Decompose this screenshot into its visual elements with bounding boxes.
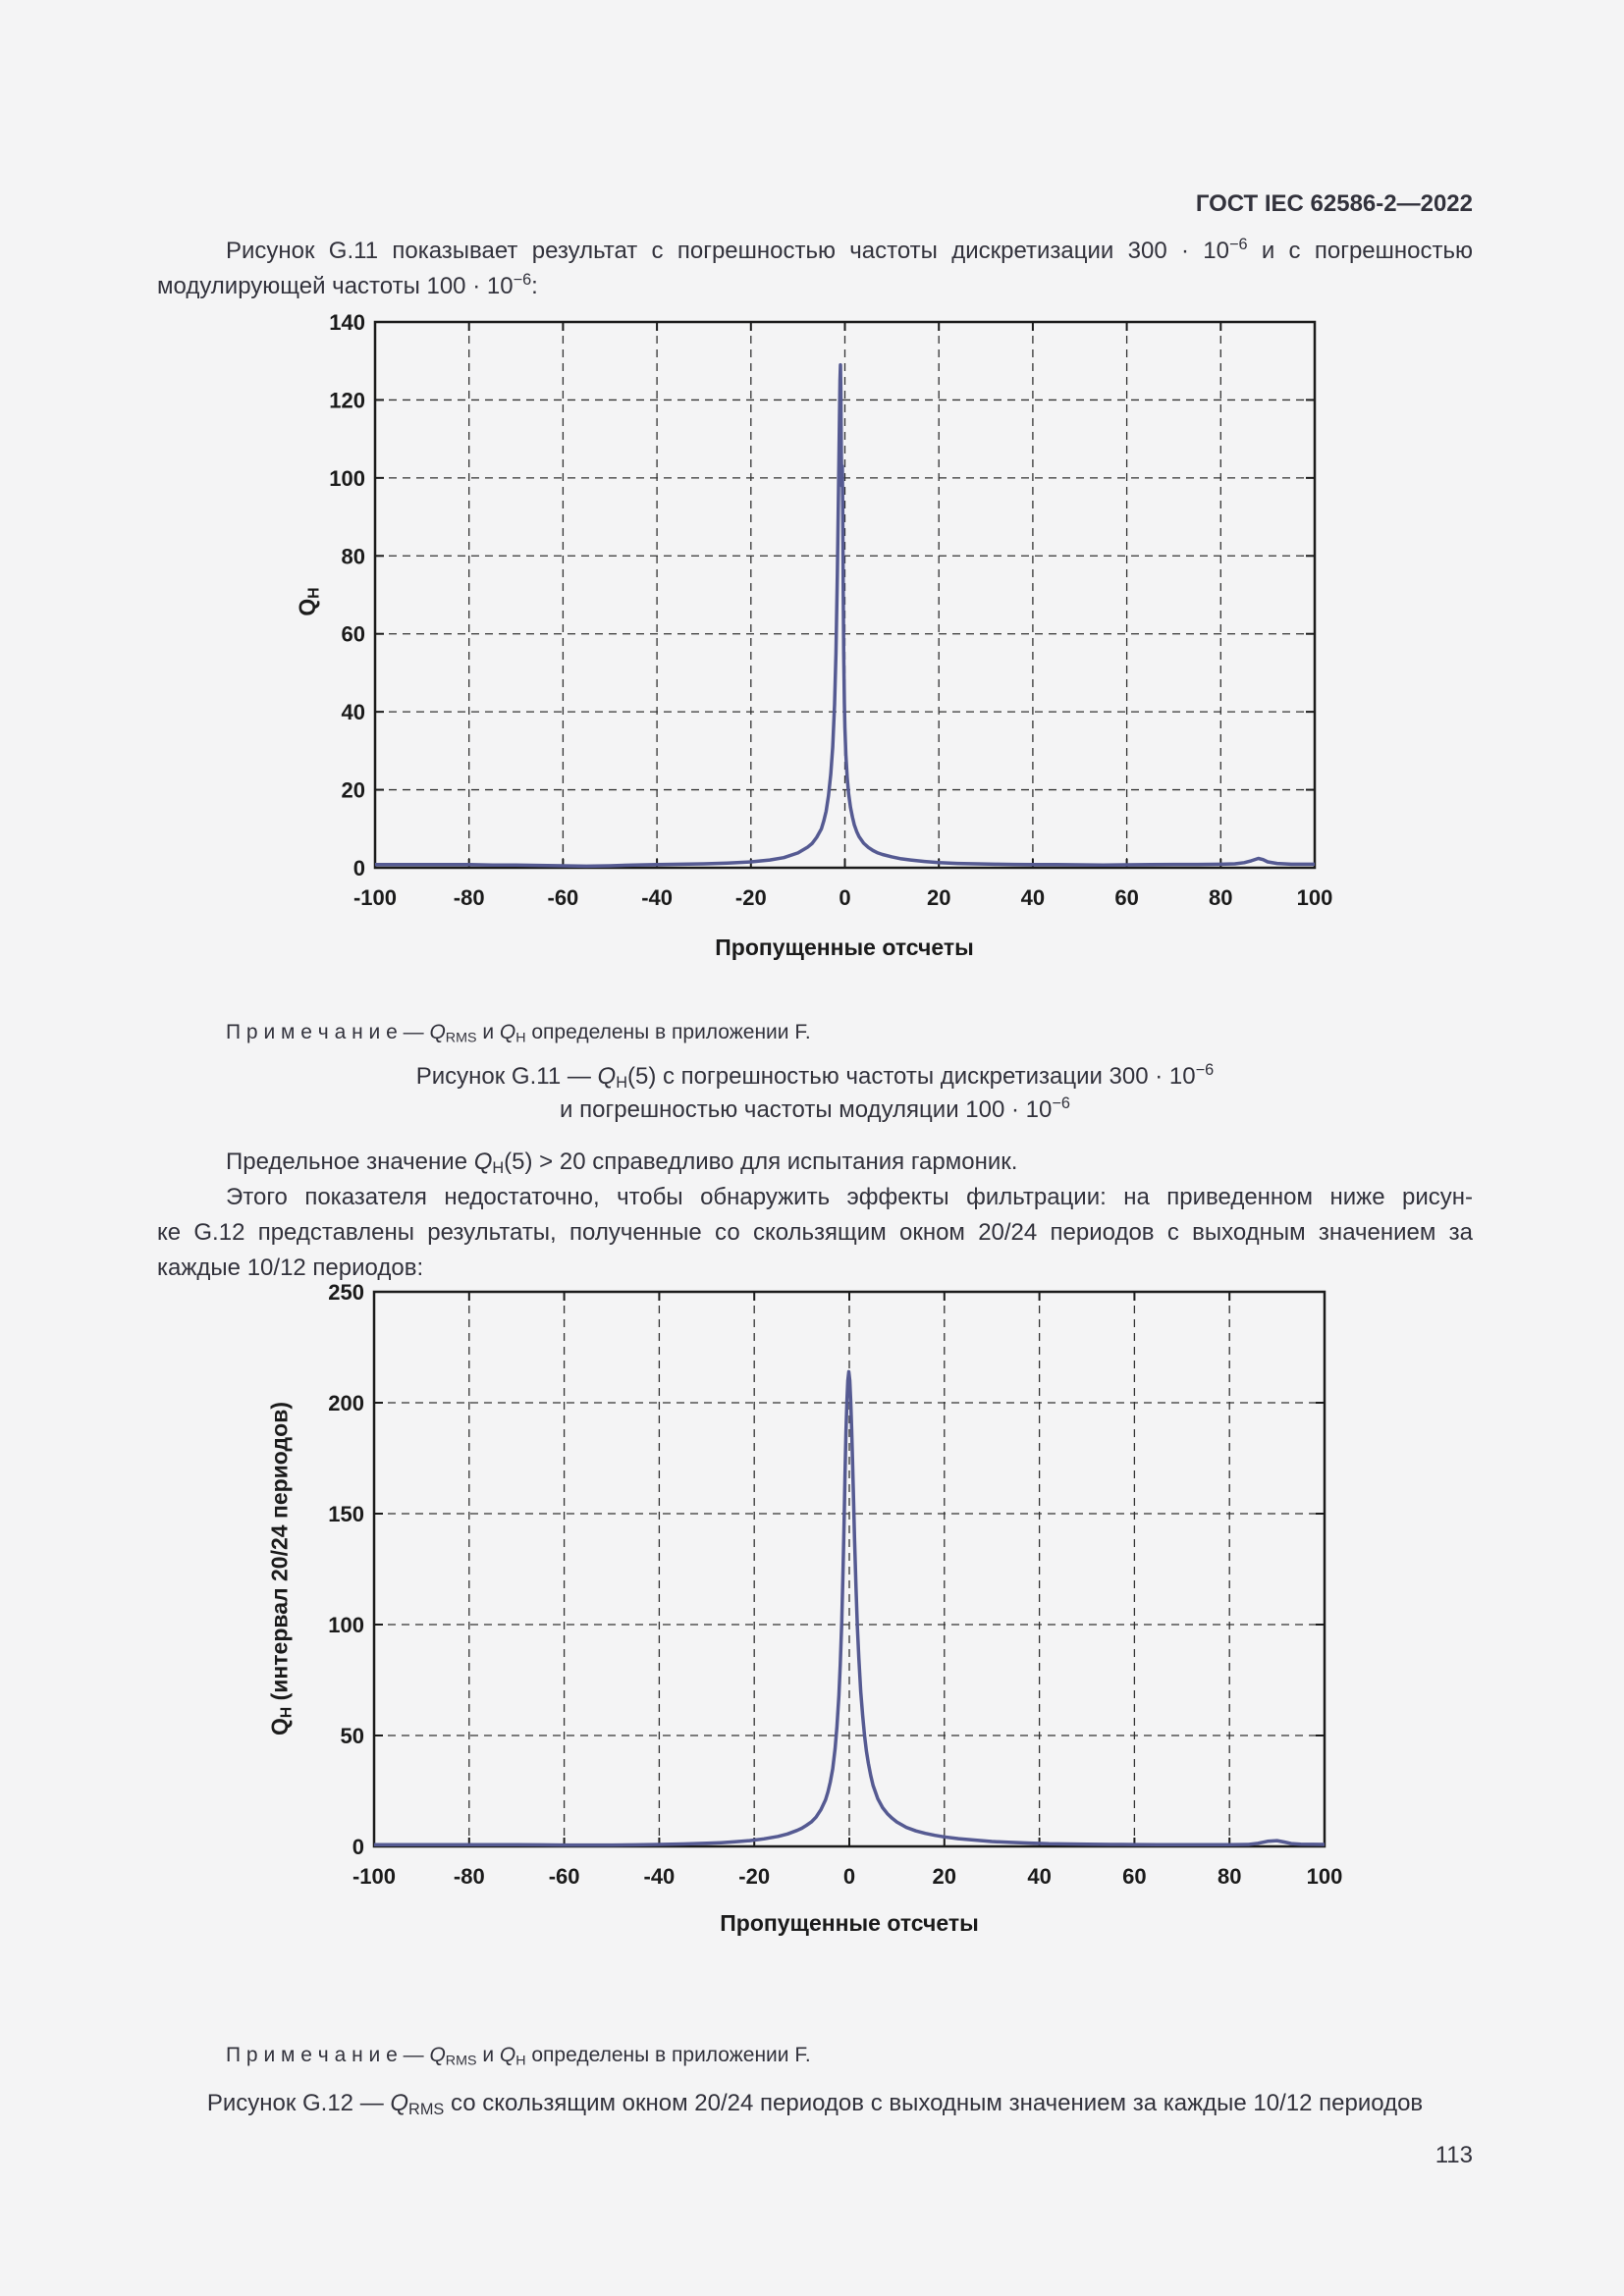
caption-figure-g11: Рисунок G.11 — QH(5) с погрешностью част… xyxy=(157,1060,1473,1127)
svg-text:150: 150 xyxy=(328,1502,364,1526)
caption-figure-g12: Рисунок G.12 — QRMS со скользящим окном … xyxy=(206,2090,1424,2119)
paragraph-limit: Предельное значение QH(5) > 20 справедли… xyxy=(226,1148,1018,1178)
svg-text:100: 100 xyxy=(329,466,365,491)
figure-g11-y-axis-label: QH xyxy=(294,587,323,616)
svg-text:20: 20 xyxy=(342,778,365,803)
svg-text:-40: -40 xyxy=(641,885,673,910)
svg-text:-100: -100 xyxy=(352,1864,396,1889)
svg-text:120: 120 xyxy=(329,388,365,412)
svg-text:60: 60 xyxy=(1114,885,1138,910)
svg-text:-80: -80 xyxy=(454,1864,485,1889)
svg-text:60: 60 xyxy=(1122,1864,1146,1889)
svg-text:40: 40 xyxy=(1021,885,1045,910)
caption-figure-g11-line2: и погрешностью частоты модуляции 100 · 1… xyxy=(560,1095,1070,1123)
paragraph-filtering-line3: каждые 10/12 периодов: xyxy=(157,1255,424,1281)
svg-text:80: 80 xyxy=(342,544,365,568)
svg-text:-20: -20 xyxy=(738,1864,770,1889)
svg-text:20: 20 xyxy=(933,1864,956,1889)
svg-text:0: 0 xyxy=(353,856,365,881)
svg-text:0: 0 xyxy=(352,1835,364,1859)
svg-text:-20: -20 xyxy=(735,885,767,910)
svg-text:80: 80 xyxy=(1209,885,1232,910)
figure-g12-x-axis-label: Пропущенные отсчеты xyxy=(720,1910,979,1936)
paragraph-intro-line1: Рисунок G.11 показывает результат с погр… xyxy=(226,236,1473,264)
svg-text:140: 140 xyxy=(329,310,365,335)
svg-text:-60: -60 xyxy=(549,1864,580,1889)
svg-text:200: 200 xyxy=(328,1391,364,1415)
svg-text:0: 0 xyxy=(843,1864,855,1889)
svg-text:40: 40 xyxy=(342,700,365,724)
svg-text:50: 50 xyxy=(341,1724,364,1748)
paragraph-intro: Рисунок G.11 показывает результат с погр… xyxy=(157,234,1473,304)
paragraph-filtering-line2: ке G.12 представлены результаты, получен… xyxy=(157,1219,1473,1246)
paragraph-intro-line2: модулирующей частоты 100 · 10−6: xyxy=(157,271,538,299)
doc-code-header: ГОСТ IEC 62586-2—2022 xyxy=(1195,190,1473,217)
paragraph-filtering-line1: Этого показателя недостаточно, чтобы обн… xyxy=(226,1184,1473,1210)
svg-text:60: 60 xyxy=(342,622,365,647)
figure-g11-chart: -100 -80 -60 -40 -20 0 20 40 60 80 100 0 20 40 60 80 100… xyxy=(329,310,1333,910)
note-g11: П р и м е ч а н и е — QRMS и QH определе… xyxy=(226,1021,811,1046)
svg-text:250: 250 xyxy=(328,1280,364,1305)
figure-g11-x-axis-label: Пропущенные отсчеты xyxy=(715,934,974,960)
svg-text:-80: -80 xyxy=(454,885,485,910)
svg-text:80: 80 xyxy=(1218,1864,1241,1889)
note-g12: П р и м е ч а н и е — QRMS и QH определе… xyxy=(226,2044,811,2069)
svg-text:-100: -100 xyxy=(353,885,397,910)
svg-text:20: 20 xyxy=(927,885,950,910)
svg-text:100: 100 xyxy=(1297,885,1333,910)
svg-text:40: 40 xyxy=(1027,1864,1051,1889)
svg-text:100: 100 xyxy=(1307,1864,1343,1889)
figure-g12-y-axis-label: QH (интервал 20/24 периодов) xyxy=(266,1401,296,1736)
svg-text:100: 100 xyxy=(328,1613,364,1637)
page-number: 113 xyxy=(1435,2142,1473,2168)
svg-text:0: 0 xyxy=(839,885,850,910)
svg-text:-40: -40 xyxy=(644,1864,676,1889)
caption-figure-g11-line1: Рисунок G.11 — QH(5) с погрешностью част… xyxy=(415,1061,1215,1093)
svg-text:-60: -60 xyxy=(548,885,579,910)
figure-g12-chart: -100 -80 -60 -40 -20 0 20 40 60 80 100 0 50 100 150 200… xyxy=(328,1280,1343,1889)
paragraph-filtering: Этого показателя недостаточно, чтобы обн… xyxy=(157,1180,1473,1286)
